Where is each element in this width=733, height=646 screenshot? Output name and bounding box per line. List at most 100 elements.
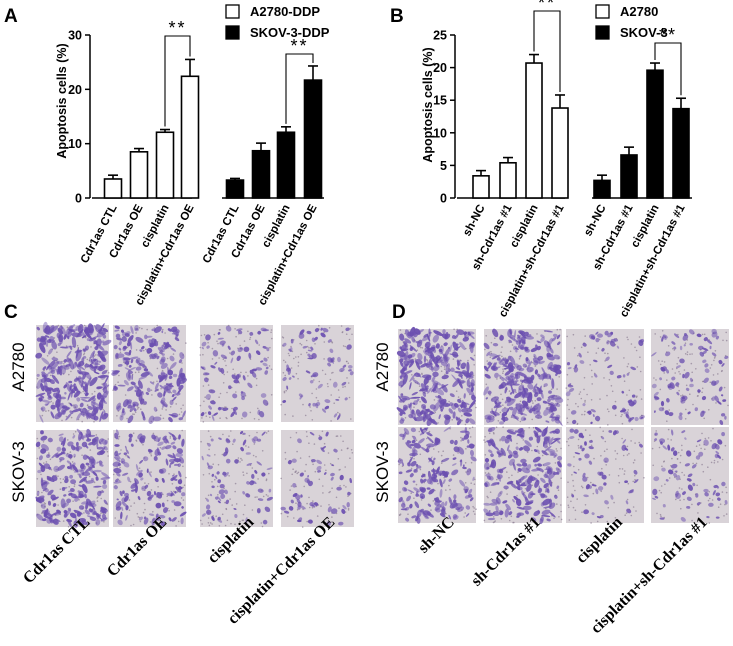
pore	[626, 365, 629, 368]
stained-cell	[141, 411, 145, 419]
stained-cell	[54, 453, 64, 456]
pore	[61, 419, 63, 422]
stained-cell	[225, 438, 231, 444]
stained-cell	[54, 518, 61, 523]
stained-cell	[122, 490, 125, 494]
pore	[261, 450, 264, 452]
stained-cell	[554, 494, 558, 499]
stained-cell	[604, 330, 609, 336]
stained-cell	[468, 488, 473, 495]
stained-cell	[527, 491, 534, 499]
stained-cell	[146, 347, 153, 354]
pore	[242, 471, 244, 474]
pore	[528, 426, 530, 429]
pore	[247, 446, 250, 448]
pore	[592, 492, 595, 495]
pore	[290, 485, 293, 487]
stained-cell	[73, 469, 84, 473]
chart-b-legend: A2780 SKOV-3	[595, 4, 668, 40]
pore	[306, 345, 309, 348]
pore	[346, 377, 348, 379]
stained-cell	[342, 504, 347, 510]
stained-cell	[570, 410, 577, 415]
pore	[242, 513, 245, 516]
pore	[465, 347, 467, 350]
stained-cell	[331, 464, 334, 467]
stained-cell	[41, 374, 46, 378]
stained-cell	[660, 400, 665, 407]
pore	[91, 393, 93, 395]
pore	[457, 452, 459, 454]
pore	[309, 406, 311, 408]
pore	[228, 435, 230, 437]
stained-cell	[653, 395, 660, 400]
stained-cell	[548, 439, 551, 447]
stained-cell	[582, 472, 586, 478]
stained-cell	[46, 453, 51, 459]
stained-cell	[612, 430, 617, 436]
pore	[678, 370, 680, 373]
pore	[698, 444, 701, 446]
stained-cell	[134, 324, 139, 331]
pore	[169, 437, 172, 439]
stained-cell	[533, 353, 537, 359]
pore	[118, 435, 121, 438]
pore	[152, 511, 154, 513]
significance-bracket	[654, 42, 682, 96]
stained-cell	[76, 363, 81, 368]
stained-cell	[456, 419, 462, 426]
stained-cell	[40, 395, 45, 399]
pore	[607, 424, 609, 426]
stained-cell	[157, 392, 163, 398]
stained-cell	[605, 356, 610, 362]
pore	[142, 349, 145, 352]
stained-cell	[56, 509, 62, 514]
stained-cell	[626, 372, 630, 376]
stained-cell	[440, 501, 445, 509]
pore	[613, 501, 615, 504]
pore	[297, 361, 300, 364]
pore	[318, 324, 320, 327]
bar-a2780-ddp-cdr1as-ctl	[103, 178, 123, 199]
stained-cell	[135, 463, 139, 472]
stained-cell	[47, 369, 55, 375]
stained-cell	[490, 459, 497, 469]
pore	[623, 473, 626, 475]
stained-cell	[242, 490, 246, 495]
pore	[464, 512, 467, 514]
stained-cell	[71, 408, 83, 413]
stained-cell	[236, 328, 243, 332]
stained-cell	[706, 339, 713, 345]
stained-cell	[95, 365, 101, 371]
pore	[522, 439, 525, 441]
stained-cell	[709, 345, 712, 350]
stained-cell	[127, 366, 136, 372]
stained-cell	[39, 342, 46, 354]
pore	[56, 351, 58, 354]
pore	[573, 465, 575, 468]
stained-cell	[258, 498, 264, 502]
pore	[419, 453, 422, 456]
stained-cell	[333, 448, 338, 453]
stained-cell	[412, 402, 416, 405]
stained-cell	[495, 405, 502, 408]
pore	[327, 452, 330, 454]
stained-cell	[703, 377, 709, 384]
stained-cell	[504, 438, 510, 444]
stained-cell	[465, 505, 471, 510]
stained-cell	[230, 357, 234, 364]
stained-cell	[686, 450, 692, 457]
stained-cell	[144, 484, 149, 489]
stained-cell	[40, 435, 48, 441]
pore	[536, 445, 539, 448]
stained-cell	[701, 396, 707, 401]
pore	[437, 482, 439, 485]
pore	[608, 474, 611, 476]
stained-cell	[554, 416, 560, 421]
stained-cell	[435, 395, 440, 399]
pore	[308, 347, 310, 349]
pore	[492, 431, 495, 434]
pore	[566, 404, 569, 406]
stained-cell	[496, 474, 503, 480]
